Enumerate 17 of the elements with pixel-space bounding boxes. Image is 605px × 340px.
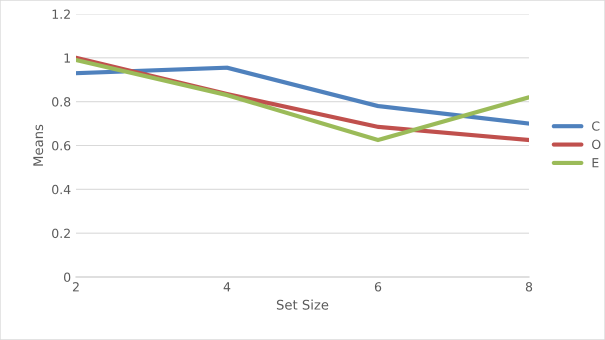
- x-tick-label: 8: [526, 282, 532, 292]
- y-tick-label: 0: [64, 272, 70, 282]
- y-tick-label: 0.4: [52, 184, 70, 194]
- x-tick-label: 4: [224, 282, 230, 292]
- y-tick-label: 0.6: [52, 140, 70, 150]
- x-tick-label: 2: [72, 282, 79, 292]
- y-axis-title: Means: [33, 124, 44, 166]
- y-tick-label: 1: [64, 53, 70, 63]
- y-tick-label: 0.2: [52, 228, 70, 238]
- x-tick-label: 6: [374, 282, 382, 292]
- line-series: [76, 66, 529, 126]
- y-tick-label: 1.2: [52, 9, 70, 19]
- legend-label: O: [592, 140, 600, 150]
- legend-label: C: [592, 121, 600, 131]
- x-axis-title: Set Size: [276, 300, 328, 310]
- y-tick-label: 0.8: [52, 97, 70, 107]
- legend-label: E: [592, 158, 598, 168]
